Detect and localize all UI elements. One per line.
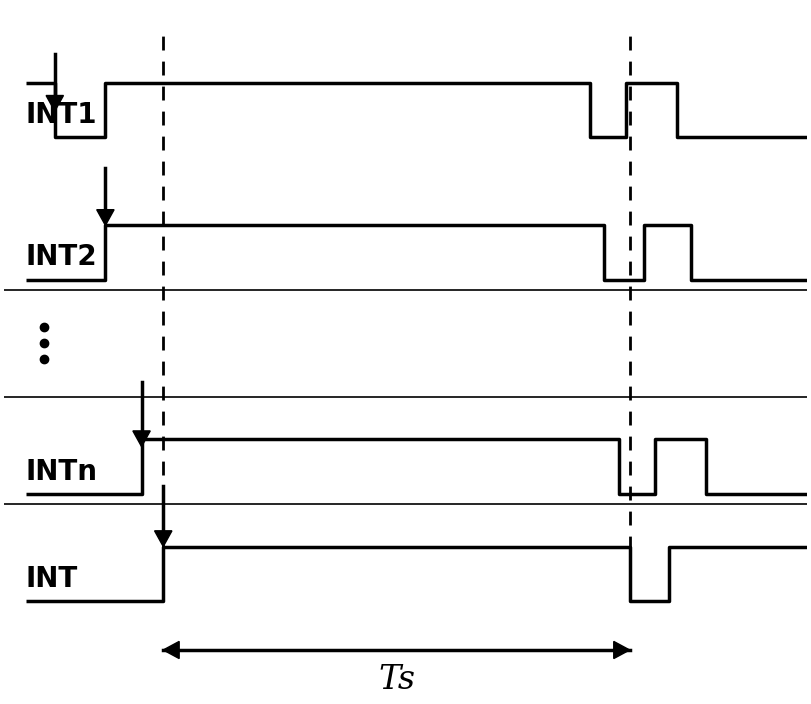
Text: INT1: INT1 [26,101,97,129]
Polygon shape [46,96,63,111]
Polygon shape [614,641,629,658]
Polygon shape [133,431,150,446]
Polygon shape [155,531,172,546]
Polygon shape [97,210,114,225]
Text: INTn: INTn [26,458,98,486]
Text: INT: INT [26,565,78,593]
Text: Ts: Ts [378,665,415,696]
Text: INT2: INT2 [26,244,97,272]
Polygon shape [163,641,179,658]
